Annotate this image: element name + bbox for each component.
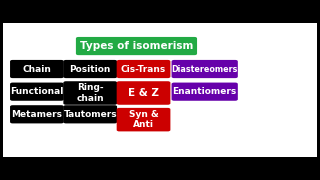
FancyBboxPatch shape bbox=[10, 83, 64, 101]
FancyBboxPatch shape bbox=[172, 60, 238, 78]
FancyBboxPatch shape bbox=[10, 60, 64, 78]
Text: Types of isomerism: Types of isomerism bbox=[80, 41, 193, 51]
Text: Diastereomers: Diastereomers bbox=[172, 64, 238, 73]
Text: Functional: Functional bbox=[10, 87, 64, 96]
Text: Metamers: Metamers bbox=[12, 110, 62, 119]
FancyBboxPatch shape bbox=[117, 81, 170, 105]
Text: Cis-Trans: Cis-Trans bbox=[121, 64, 166, 73]
Text: Enantiomers: Enantiomers bbox=[172, 87, 237, 96]
Text: Chain: Chain bbox=[22, 64, 51, 73]
FancyBboxPatch shape bbox=[63, 60, 117, 78]
FancyBboxPatch shape bbox=[10, 105, 64, 123]
Text: E & Z: E & Z bbox=[128, 88, 159, 98]
FancyBboxPatch shape bbox=[63, 81, 117, 105]
Text: Position: Position bbox=[69, 64, 111, 73]
FancyBboxPatch shape bbox=[117, 60, 170, 78]
Text: Ring-
chain: Ring- chain bbox=[76, 83, 104, 103]
FancyBboxPatch shape bbox=[117, 108, 170, 131]
Text: Tautomers: Tautomers bbox=[63, 110, 117, 119]
FancyBboxPatch shape bbox=[3, 23, 317, 157]
FancyBboxPatch shape bbox=[63, 105, 117, 123]
FancyBboxPatch shape bbox=[76, 37, 197, 55]
FancyBboxPatch shape bbox=[172, 83, 238, 101]
Text: Syn &
Anti: Syn & Anti bbox=[129, 110, 158, 129]
